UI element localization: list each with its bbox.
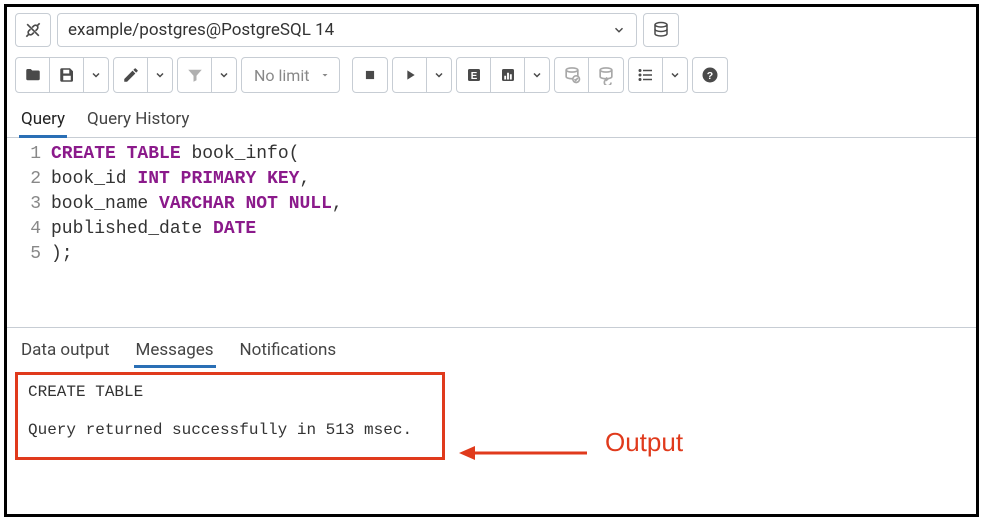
list-icon [637, 66, 655, 84]
chevron-down-icon [90, 69, 102, 81]
svg-text:E: E [471, 71, 478, 82]
commit-icon [562, 65, 582, 85]
play-icon [402, 67, 418, 83]
toolbar: No limit E [7, 53, 976, 101]
stop-icon [363, 68, 377, 82]
analyze-button[interactable] [491, 58, 525, 92]
database-button[interactable] [643, 13, 679, 47]
macros-dropdown[interactable] [663, 58, 687, 92]
connection-select[interactable]: example/postgres@PostgreSQL 14 [57, 13, 637, 47]
database-icon [652, 21, 670, 39]
save-icon [58, 66, 76, 84]
tab-data-output[interactable]: Data output [19, 336, 112, 368]
rollback-button[interactable] [589, 58, 623, 92]
filter-button[interactable] [178, 58, 212, 92]
output-tabs: Data output Messages Notifications [7, 328, 976, 368]
limit-label: No limit [254, 66, 309, 85]
connection-bar: example/postgres@PostgreSQL 14 [7, 7, 976, 53]
messages-panel: CREATE TABLE Query returned successfully… [15, 372, 445, 460]
arrow-icon [459, 443, 589, 463]
analyze-dropdown[interactable] [525, 58, 549, 92]
tab-messages[interactable]: Messages [134, 336, 216, 368]
chevron-down-icon [612, 23, 626, 37]
chevron-down-icon [433, 69, 445, 81]
app-frame: example/postgres@PostgreSQL 14 [4, 4, 979, 517]
pencil-icon [122, 66, 140, 84]
explain-icon: E [465, 66, 483, 84]
explain-button[interactable]: E [457, 58, 491, 92]
execute-dropdown[interactable] [427, 58, 451, 92]
filter-dropdown[interactable] [212, 58, 236, 92]
message-line-2: Query returned successfully in 513 msec. [28, 421, 432, 439]
edit-button[interactable] [114, 58, 148, 92]
connection-status-button[interactable] [15, 13, 51, 47]
chevron-down-icon [531, 69, 543, 81]
chevron-down-icon [669, 69, 681, 81]
code-content: CREATE TABLE book_info(book_id INT PRIMA… [51, 142, 976, 327]
plug-disconnected-icon [23, 20, 43, 40]
filter-icon [186, 66, 204, 84]
macros-button[interactable] [629, 58, 663, 92]
save-button[interactable] [50, 58, 84, 92]
limit-select[interactable]: No limit [242, 58, 339, 92]
help-button[interactable]: ? [693, 58, 727, 92]
annotation-label: Output [605, 427, 683, 458]
edit-dropdown[interactable] [148, 58, 172, 92]
message-line-1: CREATE TABLE [28, 383, 432, 401]
open-file-button[interactable] [16, 58, 50, 92]
code-editor[interactable]: 12345 CREATE TABLE book_info(book_id INT… [7, 138, 976, 328]
help-icon: ? [701, 66, 719, 84]
tab-query[interactable]: Query [19, 103, 67, 137]
rollback-icon [596, 65, 616, 85]
stop-button[interactable] [353, 58, 387, 92]
chart-icon [499, 66, 517, 84]
chevron-down-icon [154, 69, 166, 81]
tab-query-history[interactable]: Query History [85, 103, 191, 137]
caret-down-icon [319, 69, 331, 81]
folder-icon [24, 66, 42, 84]
commit-button[interactable] [555, 58, 589, 92]
line-gutter: 12345 [7, 142, 51, 327]
execute-button[interactable] [393, 58, 427, 92]
editor-tabs: Query Query History [7, 101, 976, 138]
connection-label: example/postgres@PostgreSQL 14 [68, 20, 334, 40]
tab-notifications[interactable]: Notifications [238, 336, 339, 368]
save-dropdown[interactable] [84, 58, 108, 92]
chevron-down-icon [218, 69, 230, 81]
annotation-arrow [459, 443, 589, 463]
svg-text:?: ? [707, 70, 713, 82]
